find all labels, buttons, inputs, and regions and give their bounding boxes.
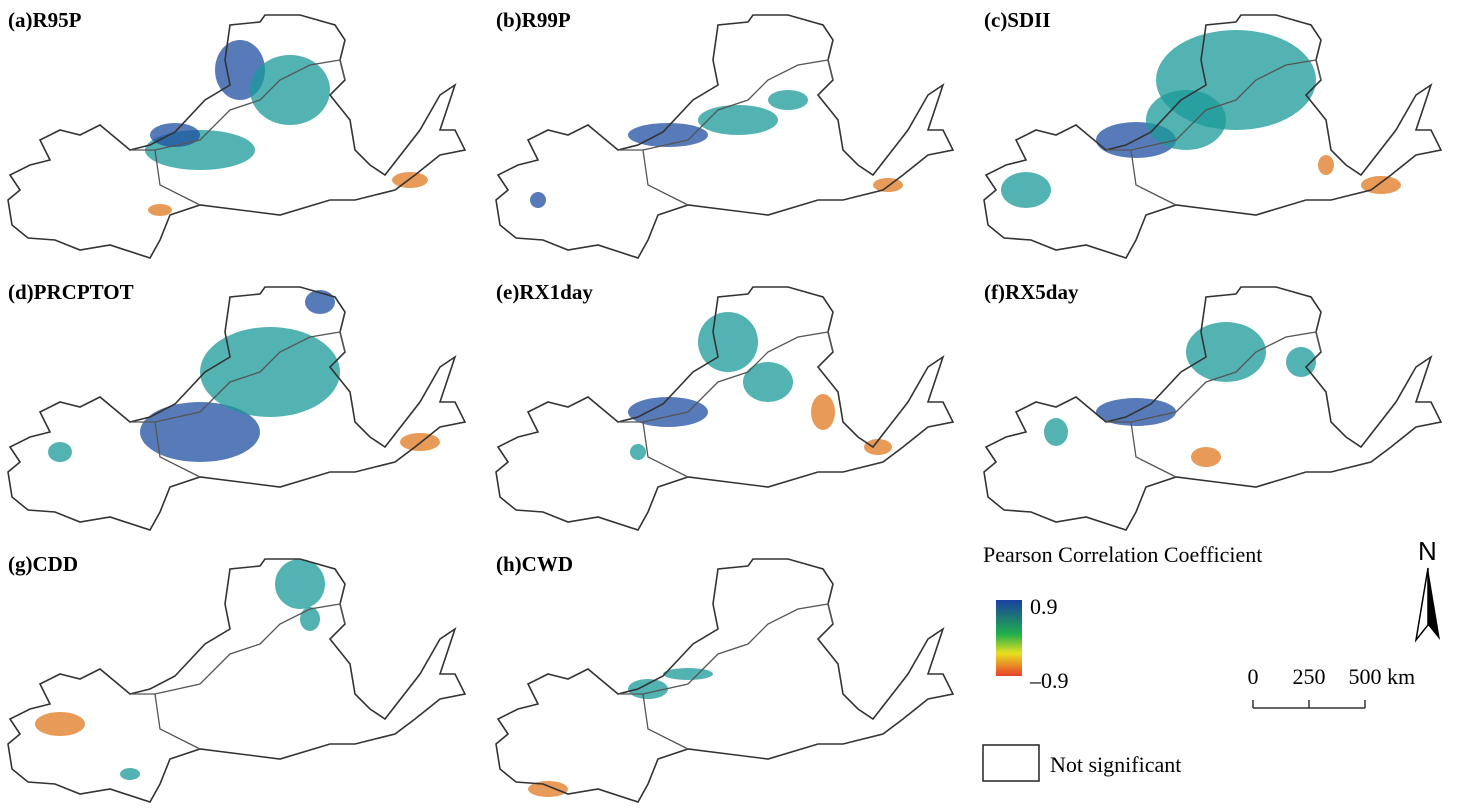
map-panel: (f)RX5day: [983, 280, 1442, 531]
basin-outline: [495, 14, 954, 259]
scale-unit: km: [1387, 664, 1415, 689]
north-arrow: [1414, 567, 1429, 643]
correlation-patch: [663, 668, 713, 680]
correlation-patch: [528, 781, 568, 797]
correlation-patch: [1191, 447, 1221, 467]
correlation-patch: [530, 192, 546, 208]
basin-outline: [495, 558, 954, 803]
not-significant-swatch: [982, 744, 1040, 782]
correlation-patch: [698, 105, 778, 135]
colorbar-tick-label: –0.9: [1029, 668, 1069, 693]
panel-label: (a)R95P: [8, 8, 82, 32]
correlation-patch: [392, 172, 428, 188]
correlation-patch: [1186, 322, 1266, 382]
correlation-patch: [48, 442, 72, 462]
correlation-patch: [140, 402, 260, 462]
panel-label: (f)RX5day: [984, 280, 1079, 304]
colorbar: [996, 600, 1022, 676]
correlation-patch: [743, 362, 793, 402]
map-panel: (h)CWD: [495, 552, 954, 803]
map-panel: (e)RX1day: [495, 280, 954, 531]
panel-label: (c)SDII: [984, 8, 1051, 32]
panel-label: (g)CDD: [8, 552, 78, 576]
scale-tick-label: 0: [1248, 664, 1259, 689]
basin-outline: [7, 558, 466, 803]
map-panel: (d)PRCPTOT: [7, 280, 466, 531]
colorbar-ticks: 0.9 –0.9: [1029, 594, 1069, 693]
correlation-patch: [811, 394, 835, 430]
correlation-patch: [1318, 155, 1334, 175]
basin-outline: [983, 286, 1442, 531]
map-panel: (b)R99P: [495, 8, 954, 259]
correlation-patch: [305, 290, 335, 314]
north-arrow: [1428, 568, 1440, 640]
scale-tick-label: 500: [1349, 664, 1382, 689]
panel-label: (d)PRCPTOT: [8, 280, 134, 304]
correlation-patch: [35, 712, 85, 736]
north-label: N: [1418, 536, 1437, 566]
correlation-patch: [150, 123, 200, 147]
map-panel: (c)SDII: [983, 8, 1442, 259]
scale-tick-label: 250: [1293, 664, 1326, 689]
panel-label: (b)R99P: [496, 8, 571, 32]
correlation-patch: [1001, 172, 1051, 208]
correlation-patch: [250, 55, 330, 125]
scale-bar: 0 250 500 km: [1248, 664, 1415, 709]
correlation-patch: [300, 607, 320, 631]
correlation-patch: [630, 444, 646, 460]
not-significant-label: Not significant: [1050, 752, 1181, 777]
correlation-patch: [200, 327, 340, 417]
correlation-patch: [628, 123, 708, 147]
correlation-patch: [1044, 418, 1068, 446]
correlation-patch: [628, 679, 668, 699]
correlation-patch: [864, 439, 892, 455]
map-panel: (g)CDD: [7, 552, 466, 803]
correlation-patch: [768, 90, 808, 110]
panel-label: (h)CWD: [496, 552, 573, 576]
correlation-patch: [1146, 90, 1226, 150]
correlation-patch: [873, 178, 903, 192]
correlation-patch: [148, 204, 172, 216]
colorbar-tick-label: 0.9: [1030, 594, 1058, 619]
legend-title: Pearson Correlation Coefficient: [983, 542, 1262, 567]
panel-label: (e)RX1day: [496, 280, 593, 304]
correlation-patch: [628, 397, 708, 427]
correlation-patch: [120, 768, 140, 780]
map-panel: (a)R95P: [7, 8, 466, 259]
correlation-patch: [275, 559, 325, 609]
